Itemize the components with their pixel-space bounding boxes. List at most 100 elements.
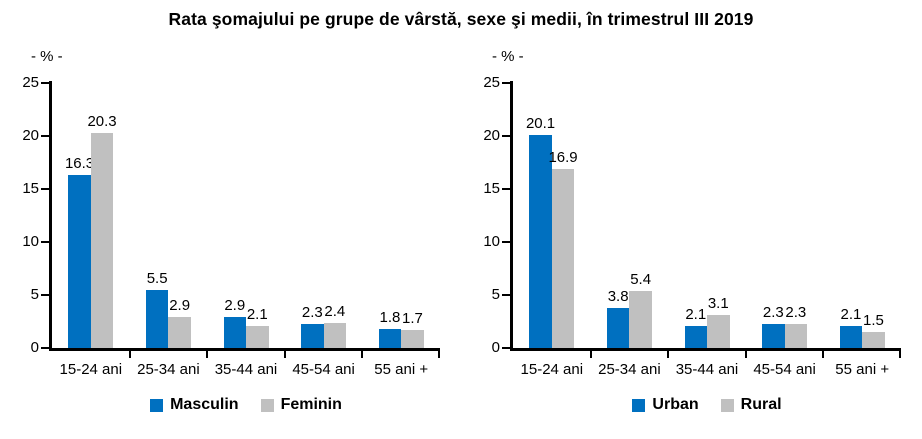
bar-value-label-feminin-25-34-ani: 2.9: [169, 297, 191, 315]
y-axis-tick: [41, 135, 49, 137]
y-tick-label: 25: [22, 74, 39, 91]
x-axis-line: [510, 348, 901, 351]
y-axis-unit-label: - % -: [492, 48, 524, 65]
y-axis-tick: [502, 135, 510, 137]
bar-value-label-urban-55-ani: 2.1: [840, 305, 862, 323]
bar-masculin-15-24-ani: [68, 175, 91, 348]
bar-rural-25-34-ani: [629, 290, 652, 348]
bar-rural-35-44-ani: [707, 315, 730, 348]
bar-value-label-urban-45-54-ani: 2.3: [762, 303, 784, 321]
legend-item-masculin: Masculin: [150, 396, 239, 414]
x-category-label-25-34-ani: 25-34 ani: [598, 361, 661, 378]
y-tick-label: 15: [483, 180, 500, 197]
y-axis-tick: [41, 241, 49, 243]
legend-swatch-masculin: [150, 398, 164, 412]
x-axis-tick: [822, 351, 825, 358]
bar-value-label-masculin-55-ani: 1.8: [379, 308, 401, 326]
legend-label-urban: Urban: [652, 396, 699, 413]
legend-swatch-rural: [720, 398, 734, 412]
legend-label-masculin: Masculin: [170, 396, 239, 413]
y-tick-label: 20: [483, 127, 500, 144]
y-tick-label: 10: [22, 233, 39, 250]
legend: Masculin Feminin: [52, 396, 440, 414]
x-axis-line: [49, 348, 440, 351]
y-tick-label: 5: [491, 286, 500, 303]
x-category-label-25-34-ani: 25-34 ani: [137, 361, 200, 378]
y-axis-tick: [502, 82, 510, 84]
bar-feminin-45-54-ani: [323, 322, 347, 348]
x-category-label-15-24-ani: 15-24 ani: [520, 361, 584, 378]
y-axis-tick: [502, 294, 510, 296]
x-category-label-45-54-ani: 45-54 ani: [753, 361, 816, 378]
x-category-label-55-ani: 55 ani +: [835, 361, 890, 378]
y-axis-line: [49, 81, 52, 351]
y-axis-line: [510, 81, 513, 351]
x-axis-tick: [206, 351, 209, 358]
unemployment-by-sex-chart: - % - 0 5 10 15 20 25 16.3 5.5 2.9 2.3 1.8 20.3 2.9 2…: [0, 45, 461, 439]
bar-value-label-feminin-55-ani: 1.7: [402, 309, 423, 327]
bar-value-label-rural-35-44-ani: 3.1: [707, 295, 729, 313]
bar-rural-15-24-ani: [551, 168, 575, 348]
y-tick-label: 25: [483, 74, 500, 91]
bar-value-label-masculin-25-34-ani: 5.5: [146, 269, 168, 287]
x-axis-tick: [589, 351, 592, 358]
x-axis-tick: [361, 351, 364, 358]
legend-swatch-feminin: [260, 398, 274, 412]
bar-masculin-45-54-ani: [301, 323, 324, 348]
bar-feminin-35-44-ani: [246, 325, 269, 348]
legend-item-feminin: Feminin: [260, 396, 342, 414]
x-category-label-45-54-ani: 45-54 ani: [292, 361, 355, 378]
x-category-label-35-44-ani: 35-44 ani: [214, 361, 278, 378]
bar-rural-45-54-ani: [784, 323, 808, 348]
bar-masculin-35-44-ani: [223, 317, 246, 348]
bar-value-label-masculin-35-44-ani: 2.9: [224, 297, 246, 315]
bar-value-label-masculin-45-54-ani: 2.3: [301, 303, 323, 321]
y-axis-tick: [41, 82, 49, 84]
bar-urban-15-24-ani: [529, 134, 552, 348]
y-tick-label: 0: [30, 339, 39, 356]
legend-swatch-urban: [632, 398, 646, 412]
y-tick-label: 0: [491, 339, 500, 356]
unemployment-by-area-chart: - % - 0 5 10 15 20 25 20.1 3.8 2.1 2.3 2.1 16.9 5.4 3…: [461, 45, 922, 439]
y-tick-label: 5: [30, 286, 39, 303]
bar-urban-25-34-ani: [606, 307, 630, 348]
bar-feminin-15-24-ani: [90, 132, 114, 348]
bar-value-label-rural-55-ani: 1.5: [863, 312, 884, 330]
bar-value-label-feminin-35-44-ani: 2.1: [246, 305, 268, 323]
bar-urban-45-54-ani: [762, 323, 785, 348]
y-axis-tick: [41, 188, 49, 190]
legend-label-rural: Rural: [740, 396, 782, 413]
y-tick-label: 15: [22, 180, 39, 197]
y-axis-tick: [502, 241, 510, 243]
x-axis-tick: [667, 351, 670, 358]
x-axis-tick: [899, 351, 901, 358]
plot-area: 0 5 10 15 20 25 20.1 3.8 2.1 2.3 2.1 16.9 5.4 3.1 2.3 1…: [483, 74, 901, 378]
legend-item-urban: Urban: [632, 396, 699, 414]
bar-feminin-55-ani: [401, 329, 424, 348]
x-axis-tick: [283, 351, 286, 358]
page-title: Rata şomajului pe grupe de vârstă, sexe …: [168, 9, 754, 29]
legend-item-rural: Rural: [720, 396, 782, 414]
legend-label-feminin: Feminin: [280, 396, 342, 413]
y-tick-label: 10: [483, 233, 500, 250]
plot-area: 0 5 10 15 20 25 16.3 5.5 2.9 2.3 1.8 20.3 2.9 2.1 2.4 1…: [22, 74, 440, 378]
bar-value-label-urban-35-44-ani: 2.1: [685, 305, 707, 323]
y-axis-tick: [41, 294, 49, 296]
x-category-label-35-44-ani: 35-44 ani: [675, 361, 739, 378]
y-axis-tick: [41, 347, 49, 349]
bar-value-label-rural-25-34-ani: 5.4: [630, 270, 652, 288]
bar-value-label-masculin-15-24-ani: 16.3: [64, 155, 95, 173]
bar-value-label-feminin-45-54-ani: 2.4: [324, 302, 346, 320]
x-axis-tick: [438, 351, 440, 358]
bar-value-label-rural-45-54-ani: 2.3: [785, 303, 807, 321]
x-category-label-55-ani: 55 ani +: [374, 361, 429, 378]
bar-urban-35-44-ani: [684, 325, 707, 348]
x-category-label-15-24-ani: 15-24 ani: [59, 361, 123, 378]
charts-row: - % - 0 5 10 15 20 25 16.3 5.5 2.9 2.3 1.8 20.3 2.9 2…: [0, 45, 922, 439]
bar-masculin-55-ani: [378, 328, 402, 348]
bar-urban-55-ani: [839, 325, 863, 348]
bar-masculin-25-34-ani: [145, 289, 169, 348]
bar-value-label-urban-25-34-ani: 3.8: [607, 287, 629, 305]
x-axis-tick: [744, 351, 747, 358]
y-axis-unit-label: - % -: [31, 48, 63, 65]
